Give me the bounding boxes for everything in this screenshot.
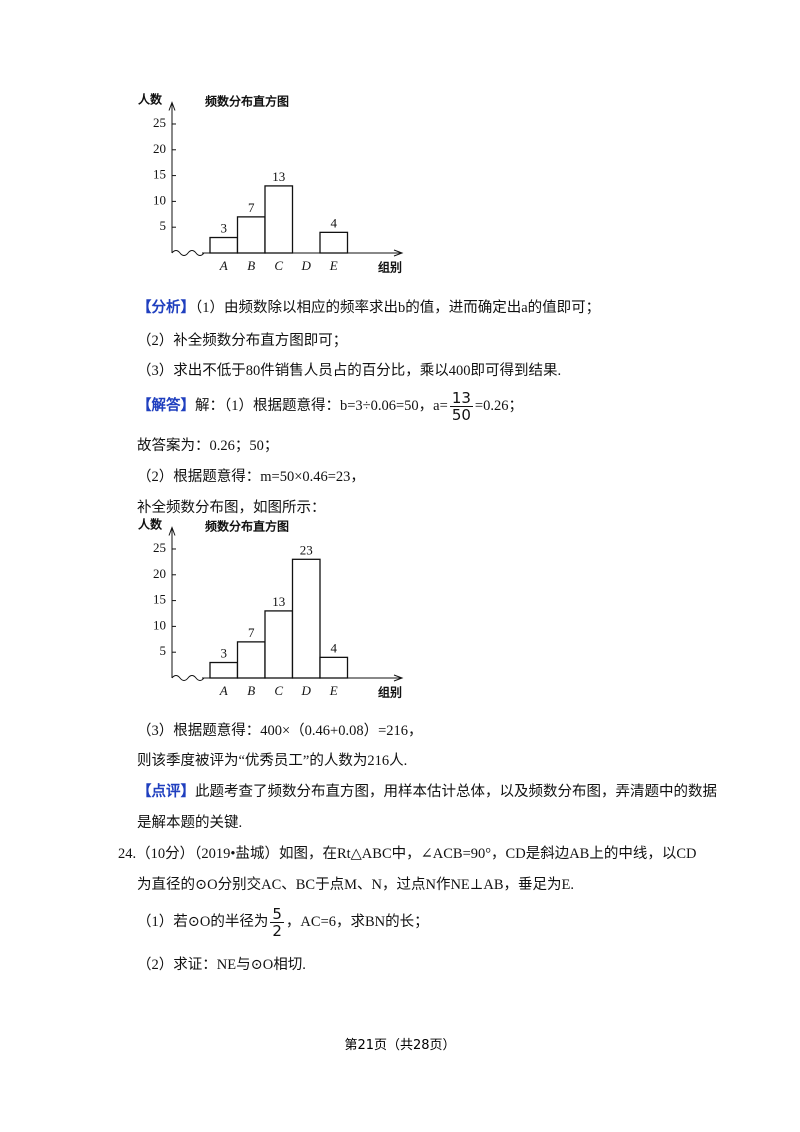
question-line: 为直径的⊙O分别交AC、BC于点M、N，过点N作NE⊥AB，垂足为E. [137,877,575,893]
denominator: 50 [451,406,471,424]
text: 解：（1）根据题意得：b=3÷0.06=50，a= [195,397,448,414]
y-tick-label: 15 [153,592,166,607]
solution-line: 【解答】解：（1）根据题意得：b=3÷0.06=50，a= 13 50 =0.26； [137,390,523,423]
bar [209,236,239,254]
data-label: 13 [272,169,285,184]
solution-line: （2）根据题意得：m=50×0.46=23， [137,469,365,485]
bar [319,656,349,679]
axis-break [171,675,205,681]
y-axis [168,526,176,678]
text: ，AC=6，求BN的长； [285,913,429,930]
fraction: 13 50 [449,389,473,424]
footer: 第21页（共28页） [344,1038,456,1053]
denominator: 2 [272,922,282,940]
bar [264,610,294,679]
solution-line: 故答案为：0.26；50； [137,438,279,454]
bar [291,558,321,679]
data-label: 3 [221,221,228,236]
x-tick-label: A [219,258,228,273]
text: （1）若⊙O的半径为 [137,913,269,930]
y-axis [168,101,176,253]
question-line: （2）求证：NE与⊙O相切. [137,957,306,973]
y-axis-label: 人数 [138,92,163,107]
data-label: 7 [248,200,255,215]
y-tick-label: 25 [153,540,166,555]
comment-line: 【点评】此题考查了频数分布直方图，用样本估计总体，以及频数分布图，弄清题中的数据 [137,780,717,801]
data-label: 23 [300,542,313,557]
analysis-tag: 【分析】 [137,300,195,316]
x-axis-label: 组别 [378,685,402,700]
comment-tag: 【点评】 [137,784,195,800]
bar [209,661,239,679]
x-tick-label: E [329,683,338,698]
axis-break [171,250,205,256]
data-label: 7 [248,625,255,640]
x-tick-label: B [247,258,255,273]
chart-title: 频数分布直方图 [205,94,289,109]
data-label: 3 [221,646,228,661]
numerator: 13 [449,389,473,407]
chart-title: 频数分布直方图 [205,519,289,534]
y-tick-label: 15 [153,167,166,182]
analysis-line: （2）补全频数分布直方图即可； [137,333,348,349]
bar [264,185,294,254]
y-tick-label: 10 [153,192,166,207]
question-line: 24.（10分）（2019•盐城）如图，在Rt△ABC中，∠ACB=90°，CD… [118,846,697,862]
y-axis-label: 人数 [138,517,163,532]
solution-line: （3）根据题意得：400×（0.46+0.08）=216， [137,723,423,739]
x-axis-label: 组别 [378,260,402,275]
solution-tag: 【解答】 [137,397,195,414]
x-tick-label: D [301,258,312,273]
solution-line: 则该季度被评为“优秀员工”的人数为216人. [137,753,408,769]
text: =0.26； [474,397,523,414]
numerator: 5 [270,905,284,923]
bar [319,231,349,254]
data-label: 4 [331,215,338,230]
data-label: 4 [331,640,338,655]
solution-line: 补全频数分布图，如图所示： [137,500,326,516]
x-tick-label: B [247,683,255,698]
question-line: （1）若⊙O的半径为 5 2 ，AC=6，求BN的长； [137,906,429,939]
analysis-line: 【分析】（1）由频数除以相应的频率求出b的值，进而确定出a的值即可； [137,296,600,317]
data-label: 13 [272,594,285,609]
bar [236,641,266,679]
y-tick-label: 20 [153,141,166,156]
comment-line: 是解本题的关键. [137,815,243,831]
text: （1）由频数除以相应的频率求出b的值，进而确定出a的值即可； [195,300,601,316]
x-tick-label: E [329,258,338,273]
y-tick-label: 5 [160,218,167,233]
y-tick-label: 25 [153,115,166,130]
y-tick-label: 20 [153,566,166,581]
analysis-line: （3）求出不低于80件销售人员占的百分比，乘以400即可得到结果. [137,363,562,379]
x-tick-label: A [219,683,228,698]
x-tick-label: C [274,258,283,273]
x-tick-label: C [274,683,283,698]
y-tick-label: 5 [160,643,167,658]
text: 此题考查了频数分布直方图，用样本估计总体，以及频数分布图，弄清题中的数据 [195,784,717,800]
bar [236,216,266,254]
y-tick-label: 10 [153,617,166,632]
x-tick-label: D [301,683,312,698]
